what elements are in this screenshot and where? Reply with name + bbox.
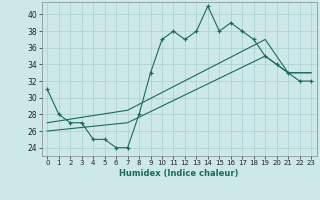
X-axis label: Humidex (Indice chaleur): Humidex (Indice chaleur) bbox=[119, 169, 239, 178]
